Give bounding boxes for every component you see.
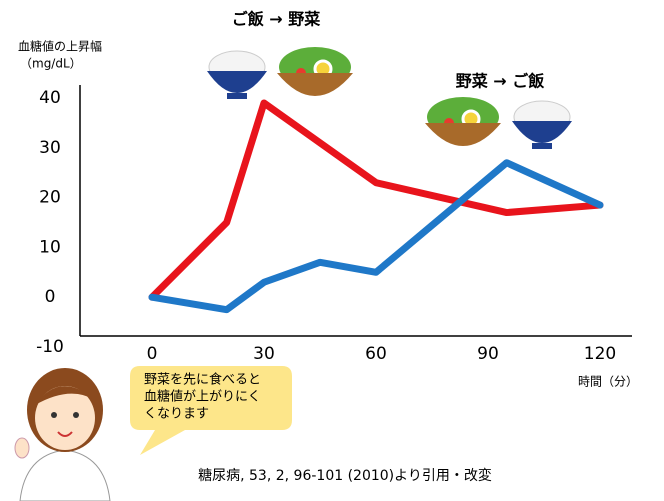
salad-bowl <box>425 97 501 146</box>
speech-bubble <box>130 366 292 455</box>
y-tick-label: 0 <box>45 287 56 307</box>
x-tick-label: 120 <box>584 344 616 364</box>
y-tick-label: 10 <box>39 237 61 257</box>
y-tick-label: 40 <box>39 88 61 108</box>
rice-bowl <box>512 100 572 149</box>
x-tick-label: 30 <box>253 344 275 364</box>
y-unit: （mg/dL） <box>20 57 82 71</box>
bubble-text: 血糖値が上がりにく <box>144 389 261 405</box>
y-tick-label: 20 <box>39 188 61 208</box>
citation: 糖尿病, 53, 2, 96-101 (2010)より引用・改変 <box>198 467 492 484</box>
y-tick-label: -10 <box>36 337 64 357</box>
x-label: 時間（分） <box>578 375 638 389</box>
y-tick-label: 30 <box>39 138 61 158</box>
x-tick-label: 60 <box>365 344 387 364</box>
y-label: 血糖値の上昇幅 <box>18 39 102 54</box>
series-line <box>148 99 604 301</box>
rice-bowl <box>207 50 267 99</box>
bubble-text: くなります <box>144 407 209 422</box>
character <box>14 368 111 501</box>
salad-bowl <box>277 47 353 96</box>
annotation: 野菜 → ご飯 <box>456 72 545 91</box>
bubble-text: 野菜を先に食べると <box>144 372 261 388</box>
x-tick-label: 0 <box>147 344 158 364</box>
annotation: ご飯 → 野菜 <box>232 10 321 29</box>
x-tick-label: 90 <box>477 344 499 364</box>
series-line <box>148 159 604 314</box>
